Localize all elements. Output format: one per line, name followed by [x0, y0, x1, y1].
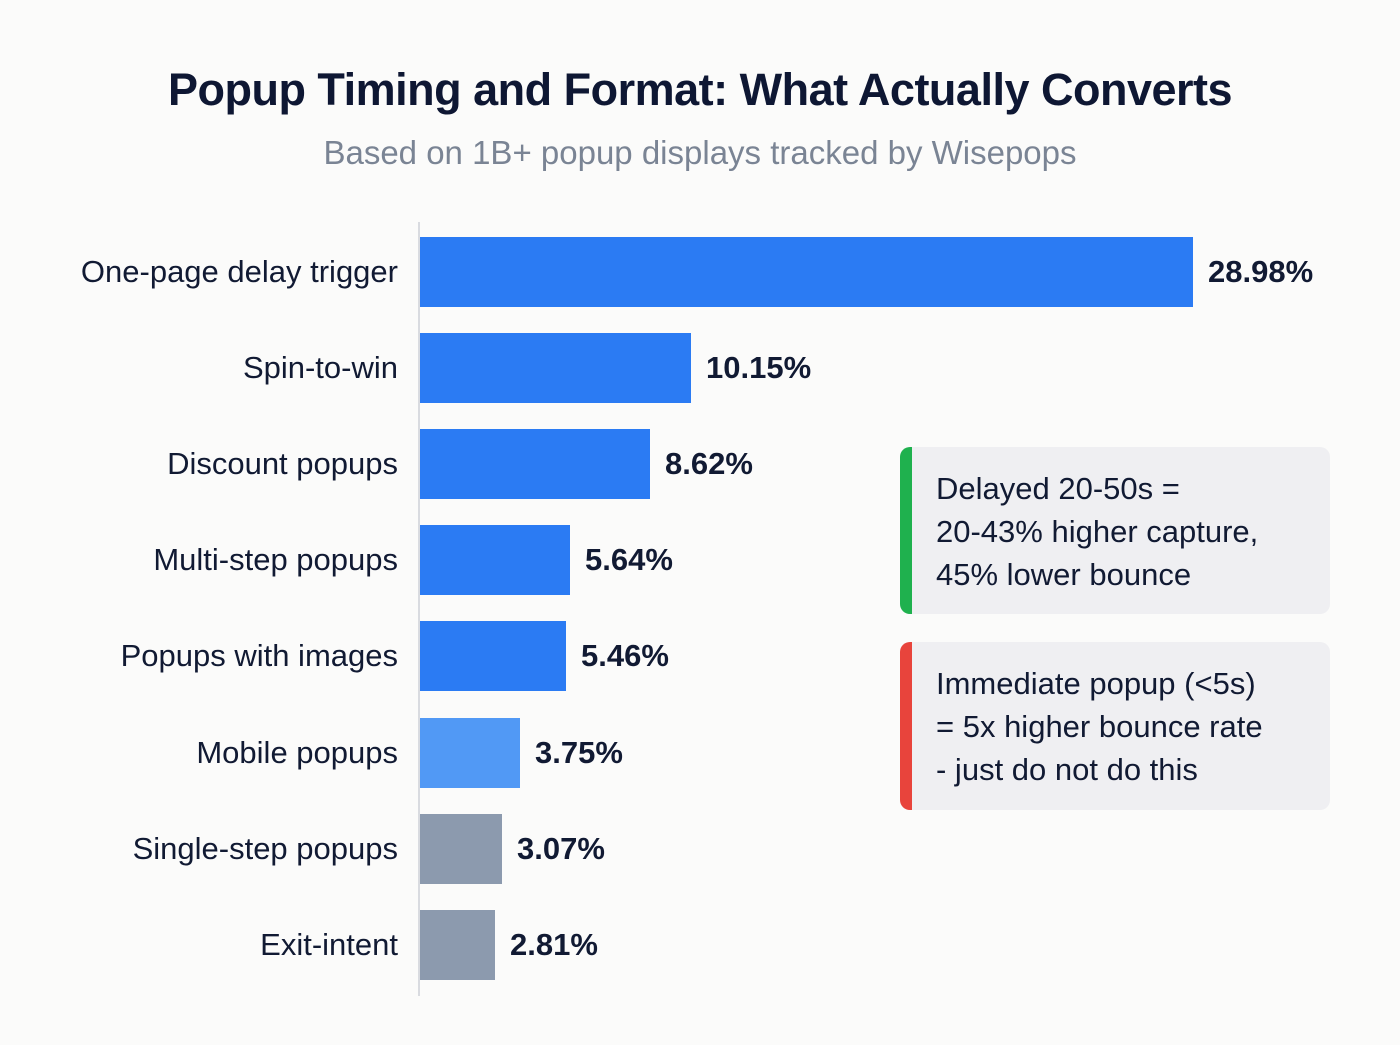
- note-line: Delayed 20-50s =: [936, 471, 1180, 506]
- bar-label: Exit-intent: [260, 927, 398, 962]
- note-line: 20-43% higher capture,: [936, 514, 1259, 549]
- positive-accent-bar: [900, 447, 912, 614]
- bar-row: Multi-step popups 5.64%: [0, 525, 1400, 595]
- bar-label: Single-step popups: [132, 831, 398, 866]
- bar: [420, 814, 502, 884]
- bar-value-label: 3.07%: [517, 831, 605, 866]
- bar: [420, 718, 520, 788]
- bar-value-label: 10.15%: [706, 350, 812, 385]
- bar-value-label: 28.98%: [1208, 254, 1314, 289]
- bar: [420, 237, 1193, 307]
- bar-value-label: 3.75%: [535, 735, 623, 770]
- bar-row: One-page delay trigger 28.98%: [0, 237, 1400, 307]
- bar-row: Exit-intent 2.81%: [0, 910, 1400, 980]
- bar: [420, 910, 495, 980]
- note-negative-text: Immediate popup (<5s) = 5x higher bounce…: [936, 662, 1314, 791]
- bar-value-label: 5.64%: [585, 542, 673, 577]
- note-line: 45% lower bounce: [936, 557, 1192, 592]
- bar-value-label: 8.62%: [665, 446, 753, 481]
- chart-title: Popup Timing and Format: What Actually C…: [167, 64, 1233, 115]
- bar-label: Popups with images: [120, 638, 398, 673]
- bar: [420, 621, 566, 691]
- negative-accent-bar: [900, 642, 912, 810]
- chart-subtitle: Based on 1B+ popup displays tracked by W…: [323, 134, 1077, 171]
- note-line: Immediate popup (<5s): [936, 666, 1256, 701]
- bar: [420, 525, 570, 595]
- bar: [420, 333, 691, 403]
- note-positive: Delayed 20-50s = 20-43% higher capture, …: [900, 447, 1330, 614]
- note-positive-text: Delayed 20-50s = 20-43% higher capture, …: [936, 467, 1314, 596]
- bar-row: Single-step popups 3.07%: [0, 814, 1400, 884]
- bar-value-label: 5.46%: [581, 638, 669, 673]
- y-axis-line: [418, 222, 420, 996]
- bar-label: Discount popups: [167, 446, 398, 481]
- bar-label: Spin-to-win: [242, 350, 398, 385]
- bar-value-label: 2.81%: [510, 927, 598, 962]
- bar-label: Mobile popups: [196, 735, 398, 770]
- bar: [420, 429, 650, 499]
- bar-label: Multi-step popups: [153, 542, 398, 577]
- bar-label: One-page delay trigger: [80, 254, 398, 289]
- bar-row: Discount popups 8.62%: [0, 429, 1400, 499]
- bar-row: Mobile popups 3.75%: [0, 718, 1400, 788]
- note-line: - just do not do this: [936, 752, 1198, 787]
- bar-row: Popups with images 5.46%: [0, 621, 1400, 691]
- note-negative: Immediate popup (<5s) = 5x higher bounce…: [900, 642, 1330, 810]
- bar-row: Spin-to-win 10.15%: [0, 333, 1400, 403]
- note-line: = 5x higher bounce rate: [936, 709, 1263, 744]
